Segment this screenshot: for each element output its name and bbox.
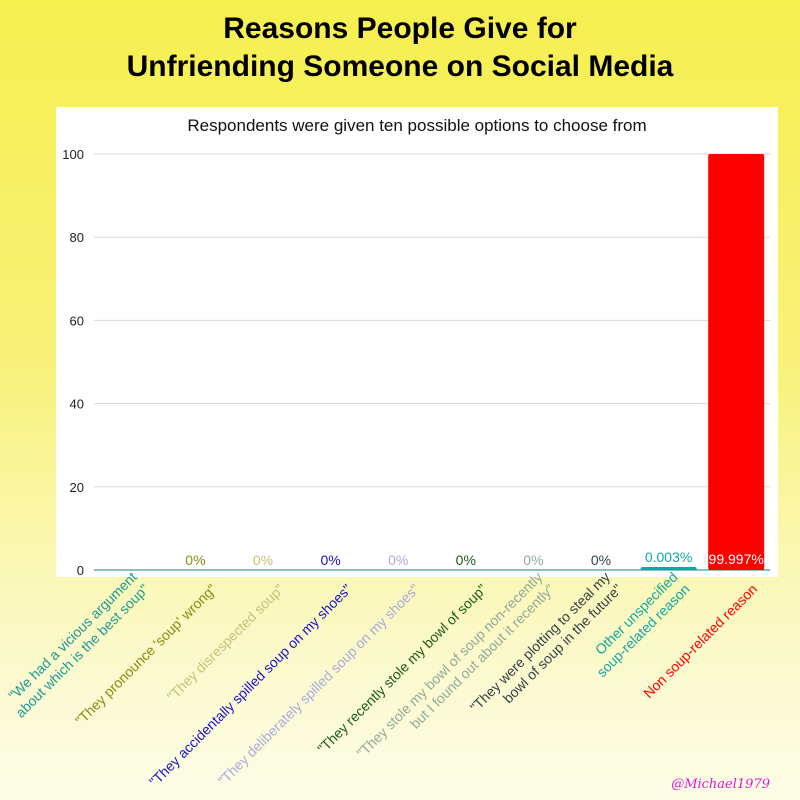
credit-signature: @Michael1979 — [671, 777, 770, 792]
category-label-line: "They disrespected soup" — [164, 581, 287, 704]
category-label-line: about which is the best soup" — [12, 581, 152, 721]
plot-panel — [56, 107, 778, 577]
chart-title-line-1: Reasons People Give for — [223, 12, 577, 45]
data-label: 0% — [456, 552, 476, 568]
y-tick-label: 40 — [70, 397, 84, 412]
chart-title: Reasons People Give for Unfriending Some… — [0, 10, 800, 86]
data-label: 0% — [253, 552, 273, 568]
data-label: 0% — [523, 552, 543, 568]
data-label: 0% — [185, 552, 205, 568]
data-label: 0% — [591, 552, 611, 568]
y-tick-label: 60 — [70, 313, 84, 328]
category-label: "They disrespected soup" — [164, 581, 287, 704]
y-tick-label: 0 — [77, 563, 84, 578]
data-label: 99.997% — [709, 551, 764, 567]
chart-subtitle: Respondents were given ten possible opti… — [187, 116, 647, 135]
y-tick-label: 80 — [70, 230, 84, 245]
y-tick-label: 100 — [62, 147, 84, 162]
data-label: 0% — [320, 552, 340, 568]
data-label: 0.003% — [645, 549, 692, 565]
chart-title-line-2: Unfriending Someone on Social Media — [126, 50, 674, 83]
bar — [708, 154, 765, 570]
bar — [640, 567, 697, 570]
y-tick-label: 20 — [70, 480, 84, 495]
data-label: 0% — [388, 552, 408, 568]
